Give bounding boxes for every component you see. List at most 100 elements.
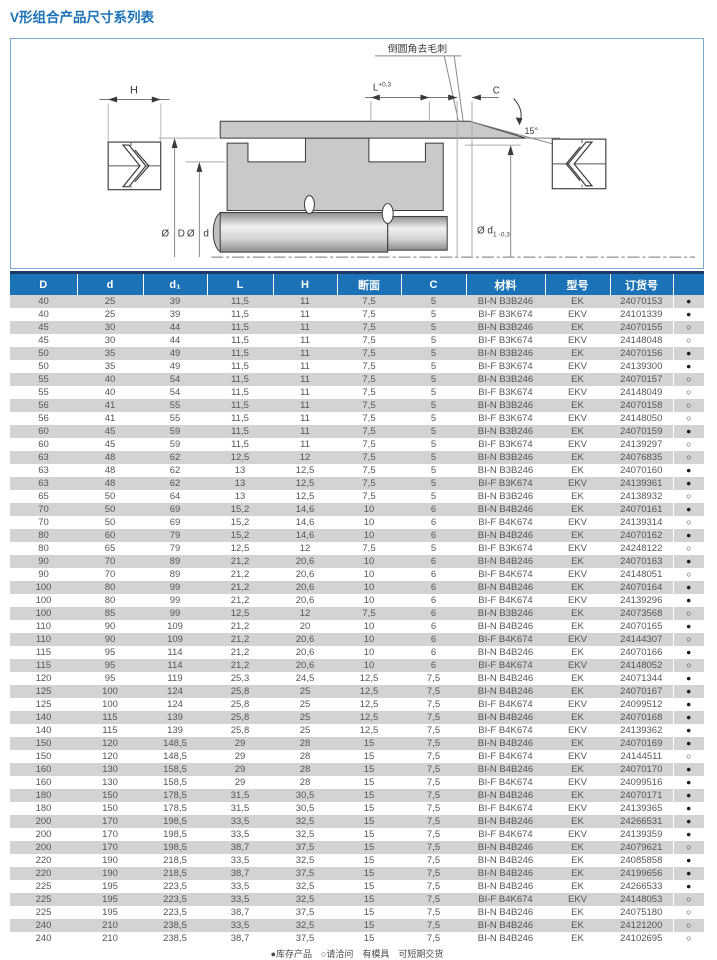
availability-symbol: ●: [672, 763, 704, 776]
cell: 37,5: [295, 907, 315, 918]
cell: 25: [299, 699, 311, 710]
cell: 80: [104, 595, 116, 606]
cell: 14,6: [295, 504, 315, 515]
cell: 33,5: [230, 829, 250, 840]
availability-symbol: ●: [672, 880, 704, 893]
cell: BI-F B3K674: [478, 413, 533, 424]
cell: 120: [102, 751, 118, 762]
cell: 80: [104, 582, 116, 593]
table-row: 200 170 198,5 33,5 32,5 15 7,5 BI-N B4B246 EK 242…: [10, 815, 704, 828]
cross-section: [211, 120, 696, 258]
cell: 33,5: [230, 894, 250, 905]
cell: 10: [363, 660, 375, 671]
cell: 240: [35, 920, 52, 931]
cell: 45: [104, 439, 116, 450]
table-row: 65 50 64 13 12,5 7,5 5 BI-N B3B246 EK 24138932 ○: [10, 490, 704, 503]
table-row: 55 40 54 11,5 11 7,5 5 BI-N B3B246 EK 24070157 ○: [10, 373, 704, 386]
cell: BI-F B4K674: [478, 595, 533, 606]
cell: 124: [167, 699, 183, 710]
table-row: 60 45 59 11,5 11 7,5 5 BI-F B3K674 EKV 24139297 ○: [10, 438, 704, 451]
cell: 5: [430, 452, 437, 463]
cell: 110: [35, 634, 52, 645]
cell: 119: [167, 673, 183, 684]
cell: 63: [38, 465, 49, 476]
cell: 32,5: [295, 920, 315, 931]
cell: 25: [104, 309, 116, 320]
cell: 10: [363, 621, 375, 632]
cell: EK: [571, 621, 584, 632]
cell: 148,5: [163, 738, 187, 749]
availability-symbol: ●: [672, 685, 704, 698]
cell: 24139362: [620, 725, 663, 736]
cell: 56: [38, 413, 49, 424]
availability-symbol: ○: [672, 542, 704, 555]
cell: BI-N B4B246: [477, 621, 534, 632]
cell: 33,5: [230, 920, 250, 931]
cell: 20,6: [295, 647, 315, 658]
table-row: 225 195 223,5 33,5 32,5 15 7,5 BI-N B4B246 EK 242…: [10, 880, 704, 893]
cell: EK: [571, 647, 584, 658]
cell: 10: [363, 634, 375, 645]
cell: 170: [102, 829, 118, 840]
cell: 12,5: [295, 478, 315, 489]
cell: 139: [167, 725, 183, 736]
availability-symbol: ○: [672, 438, 704, 451]
cell: 11: [300, 400, 310, 411]
cell: 15,2: [230, 530, 250, 541]
cell: 79: [169, 530, 181, 541]
cell: 100: [35, 595, 52, 606]
cell: 99: [169, 582, 181, 593]
cell: 7,5: [426, 907, 441, 918]
table-row: 180 150 178,5 31,5 30,5 15 7,5 BI-F B4K674 EKV 24…: [10, 802, 704, 815]
cell: 7,5: [426, 933, 441, 944]
availability-symbol: ●: [672, 477, 704, 490]
availability-symbol: ●: [672, 594, 704, 607]
availability-symbol: ●: [672, 711, 704, 724]
cell: 125: [35, 699, 52, 710]
table-body: 40 25 39 11,5 11 7,5 5 BI-N B3B246 EK 24070153 ● 40…: [10, 295, 704, 945]
cell: 59: [169, 426, 181, 437]
cell: 50: [104, 517, 116, 528]
cell: BI-F B4K674: [478, 777, 533, 788]
rod-step: [387, 215, 448, 251]
cell: 115: [102, 712, 118, 723]
cell: BI-N B4B246: [477, 556, 534, 567]
cell: 7,5: [362, 543, 376, 554]
cell: 32,5: [295, 829, 315, 840]
seal-cross-section-diagram: 倒圆角去毛刺 H: [99, 43, 696, 258]
cell: 24070163: [620, 556, 663, 567]
cell: 50: [38, 361, 49, 372]
cell: 55: [169, 413, 181, 424]
cell: 24144307: [620, 634, 663, 645]
cell: 5: [430, 348, 437, 359]
cell: BI-F B3K674: [478, 478, 533, 489]
seal-housing: [226, 137, 444, 211]
cell: EKV: [567, 595, 587, 606]
cell: 32,5: [295, 881, 315, 892]
cell: 15: [363, 829, 375, 840]
availability-symbol: ●: [672, 698, 704, 711]
cell: 7,5: [426, 686, 441, 697]
cell: 24071344: [620, 673, 663, 684]
availability-symbol: ○: [672, 659, 704, 672]
cell: 150: [102, 790, 118, 801]
cell: 24070160: [620, 465, 663, 476]
cell: 15: [363, 907, 375, 918]
cell: 210: [102, 933, 118, 944]
cell: 20,6: [295, 595, 315, 606]
rod: [219, 211, 389, 253]
cell: EKV: [567, 478, 587, 489]
availability-symbol: ●: [672, 308, 704, 321]
availability-symbol: ○: [672, 919, 704, 932]
availability-symbol: ●: [672, 672, 704, 685]
cell: EK: [571, 881, 584, 892]
cell: 15: [363, 751, 375, 762]
cell: 225: [35, 881, 52, 892]
cell: 11: [300, 439, 310, 450]
cell: 24070170: [620, 764, 663, 775]
cell: 6: [430, 556, 437, 567]
cell: 15: [363, 764, 375, 775]
availability-symbol: ●: [672, 464, 704, 477]
cell: 40: [104, 374, 116, 385]
cell: EKV: [567, 309, 587, 320]
